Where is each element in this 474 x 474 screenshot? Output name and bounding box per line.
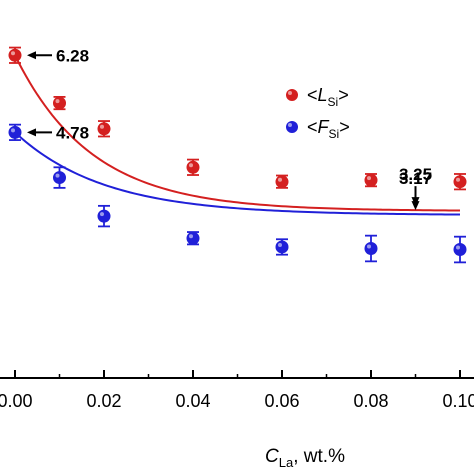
annotation-arrowhead [411,201,420,211]
annotation-label: 6.28 [56,46,89,65]
data-point [53,171,66,185]
data-point-highlight [456,245,460,250]
annotation-arrowhead [27,51,36,60]
x-tick-label: 0.06 [264,391,299,411]
data-point [186,160,200,174]
data-point [364,242,378,255]
data-point-highlight [189,234,193,239]
legend: <LSi> <FSi> [286,85,350,141]
data-point [8,125,22,139]
annotation-label: 3.17 [399,169,432,188]
fit-curve-1 [14,131,461,216]
data-point-highlight [367,244,371,249]
data-point-highlight [278,242,282,247]
data-point [364,173,378,187]
data-point [8,48,22,62]
legend-marker [286,89,298,101]
data-point-highlight [367,176,371,181]
fit-curve-0 [14,54,461,212]
data-point [53,96,66,110]
annotation-arrowhead [27,128,36,137]
data-point-highlight [55,99,60,104]
x-axis-label-rest: , wt.% [293,446,345,467]
legend-marker-highlight [288,123,292,127]
data-point-highlight [11,128,15,133]
data-points [8,46,467,264]
legend-marker-highlight [288,91,292,95]
data-point-highlight [100,212,104,217]
x-tick-label: 0.02 [86,391,121,411]
legend-label: <FSi> [307,117,350,141]
annotation-label: 4.78 [56,123,89,142]
x-axis-label-main: C [265,446,279,467]
fit-curves [14,54,461,216]
x-tick-label: 0.10 [442,391,474,411]
annotation-label: 3.25 [399,165,432,184]
data-point [186,231,200,245]
data-point [275,175,289,189]
axes: 0.00 0.02 0.04 0.06 0.08 0.10 [0,370,474,411]
annotations: 6.28 4.78 3.253.17 [27,46,432,211]
x-tick-label: 0.08 [353,391,388,411]
data-point-highlight [100,124,104,129]
x-axis-label-sub: La [279,455,294,470]
data-point-highlight [55,173,60,178]
data-point [97,209,111,223]
data-point-highlight [189,163,193,168]
x-axis-label: CLa, wt.% [265,446,345,470]
x-tick-label: 0.00 [0,391,33,411]
data-point [275,240,289,254]
legend-label: <LSi> [307,85,349,109]
data-point-highlight [11,51,15,56]
data-point [453,243,467,257]
data-point-highlight [278,177,282,182]
x-tick-label: 0.04 [175,391,210,411]
data-point [97,122,111,136]
data-point-highlight [456,177,460,182]
legend-marker [286,121,298,133]
data-point [453,175,467,189]
